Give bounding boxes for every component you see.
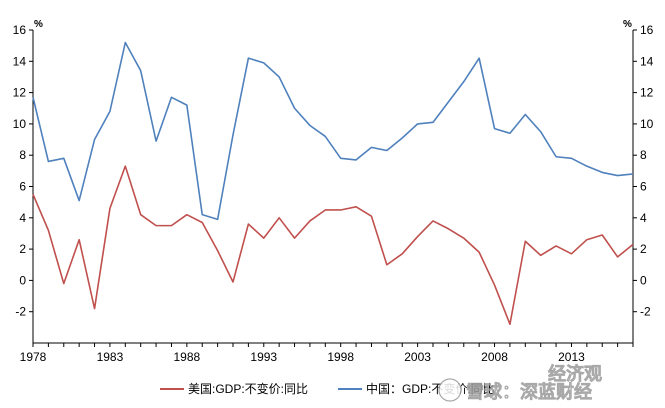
y-tick-label-right: -2 <box>640 305 651 319</box>
x-tick-label: 2008 <box>481 350 508 364</box>
watermark-logo <box>438 378 462 402</box>
axes-layer: % % -2 -2 0 0 2 2 4 4 6 6 8 8 10 10 12 12 14 14 16 16 1978 1983… <box>13 19 654 364</box>
series-line-1 <box>32 41 634 221</box>
x-tick-label: 1998 <box>327 350 354 364</box>
y-tick-label-left: 2 <box>19 242 26 256</box>
legend-label-us: 美国:GDP:不变价:同比 <box>188 381 308 396</box>
y-tick-label-right: 6 <box>640 180 647 194</box>
y-tick-label-left: 4 <box>19 211 26 225</box>
watermark-line-1: 经济观 <box>548 363 602 385</box>
watermark: 经济观 雪球：深蓝财经 <box>438 363 602 403</box>
y-tick-label-right: 10 <box>640 117 654 131</box>
y-tick-label-left: -2 <box>15 305 26 319</box>
y-tick-label-right: 4 <box>640 211 647 225</box>
y-tick-label-left: 6 <box>19 180 26 194</box>
watermark-line-2: 雪球：深蓝财经 <box>466 381 592 403</box>
y-unit-right: % <box>623 19 632 30</box>
y-tick-label-right: 16 <box>640 23 654 37</box>
y-tick-label-right: 8 <box>640 148 647 162</box>
series-layer <box>32 41 634 326</box>
y-tick-label-left: 16 <box>13 23 27 37</box>
y-tick-label-left: 12 <box>13 86 27 100</box>
x-tick-label: 1978 <box>20 350 47 364</box>
y-tick-label-right: 14 <box>640 54 654 68</box>
y-tick-label-left: 14 <box>13 54 27 68</box>
y-tick-label-left: 0 <box>19 273 26 287</box>
x-tick-label: 1983 <box>97 350 124 364</box>
legend: 美国:GDP:不变价:同比 中国：GDP:不变价:同比 <box>160 381 495 396</box>
legend-label-china: 中国：GDP:不变价:同比 <box>366 381 495 396</box>
y-tick-label-left: 10 <box>13 117 27 131</box>
series-line-0 <box>32 165 634 326</box>
y-tick-label-left: 8 <box>19 148 26 162</box>
y-tick-label-right: 0 <box>640 273 647 287</box>
x-tick-label: 1988 <box>173 350 200 364</box>
x-tick-label: 2013 <box>558 350 585 364</box>
x-tick-label: 2003 <box>404 350 431 364</box>
y-tick-label-right: 12 <box>640 86 654 100</box>
x-tick-label: 1993 <box>250 350 277 364</box>
y-unit-left: % <box>34 19 43 30</box>
y-tick-label-right: 2 <box>640 242 647 256</box>
